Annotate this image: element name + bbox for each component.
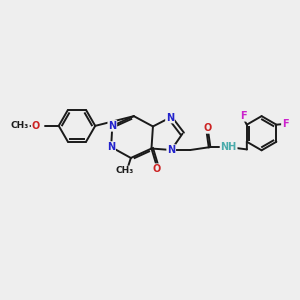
- Text: CH₃: CH₃: [11, 122, 29, 130]
- Text: O: O: [32, 121, 40, 131]
- Text: CH₃: CH₃: [115, 167, 134, 176]
- Text: N: N: [108, 121, 116, 131]
- Text: O: O: [204, 123, 212, 133]
- Text: N: N: [107, 142, 115, 152]
- Text: NH: NH: [220, 142, 237, 152]
- Text: F: F: [282, 119, 289, 129]
- Text: O: O: [153, 164, 161, 174]
- Text: N: N: [166, 112, 174, 123]
- Text: N: N: [167, 145, 175, 155]
- Text: F: F: [240, 111, 247, 121]
